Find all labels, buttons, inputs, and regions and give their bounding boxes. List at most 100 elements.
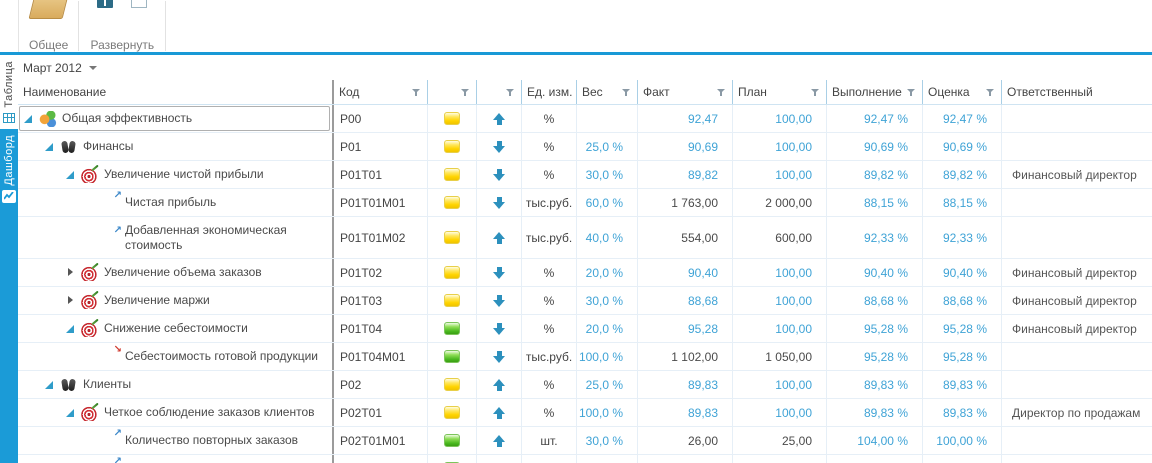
row-weight: 30,0 % [577,287,638,314]
row-plan: 100,00 [733,133,827,160]
table-row[interactable]: Клиенты P02 % 25,0 % 89,83 100,00 89,83 … [18,371,1152,399]
row-name: Увеличение маржи [104,293,210,307]
sidebar-tab-dashboard[interactable]: Дашборд [0,129,18,210]
name-cell[interactable]: Четкое соблюдение заказов клиентов [18,399,334,426]
ribbon-group-label-expand: Развернуть [90,38,155,52]
column-header-status[interactable] [428,80,477,104]
filter-icon[interactable] [460,87,471,98]
row-unit: % [522,287,577,314]
table-row[interactable]: Финансы P01 % 25,0 % 90,69 100,00 90,69 … [18,133,1152,161]
row-code: P02T01M01 [334,427,428,454]
row-unit: шт. [522,427,577,454]
row-plan: 100,00 [733,105,827,132]
trend-cell [477,371,522,398]
trend-cell [477,315,522,342]
column-header-plan[interactable]: План [733,80,827,104]
row-completion: 95,28 % [827,315,923,342]
expander-icon[interactable] [22,112,35,125]
name-cell[interactable]: Количество повторных заказов [18,427,334,454]
row-plan: 100,00 [733,259,827,286]
column-header-unit[interactable]: Ед. изм. [522,80,577,104]
name-cell[interactable]: Себестоимость готовой продукции [18,343,334,370]
column-header-completion[interactable]: Выполнение [827,80,923,104]
column-header-trend[interactable] [477,80,522,104]
row-responsible: Финансовый директор [1012,167,1137,182]
table-row[interactable]: Количество повторных заказов P02T01M01 ш… [18,427,1152,455]
row-score: 89,83 % [923,371,1002,398]
status-cell [428,371,477,398]
name-cell[interactable]: Общая эффективность [18,105,334,132]
row-score: 92,47 % [923,105,1002,132]
row-code: P01T04 [334,315,428,342]
name-cell[interactable]: Увеличение чистой прибыли [18,161,334,188]
table-row[interactable]: Добавленная экономическая стоимость P01T… [18,217,1152,259]
filter-icon[interactable] [810,87,821,98]
expander-icon[interactable] [64,168,77,181]
row-fact: 89,83 [638,399,733,426]
row-completion: 88,68 % [827,287,923,314]
sidebar-tab-table[interactable]: Таблица [0,55,18,129]
expander-icon[interactable] [64,266,77,279]
row-score: 89,83 % [923,399,1002,426]
row-score: 100,00 % [923,427,1002,454]
ribbon-group-expand: Развернуть [79,0,165,56]
column-header-fact[interactable]: Факт [638,80,733,104]
row-weight: 20,0 % [577,259,638,286]
expander-icon[interactable] [64,322,77,335]
table-row[interactable]: Четкое соблюдение заказов клиентов P02T0… [18,399,1152,427]
name-cell[interactable]: Снижение себестоимости [18,315,334,342]
row-fact: 88,68 [638,287,733,314]
row-responsible: Финансовый директор [1012,265,1137,280]
filter-icon[interactable] [716,87,727,98]
row-unit: % [522,371,577,398]
trend-arrow-icon [492,294,506,308]
name-cell[interactable]: Количество новых заказчиков [18,455,334,463]
table-row[interactable]: Количество новых заказчиков P02T01M02 шт… [18,455,1152,463]
column-header-code[interactable]: Код [334,80,428,104]
table-row[interactable]: Чистая прибыль P01T01M01 тыс.руб. 60,0 %… [18,189,1152,217]
period-dropdown[interactable]: Март 2012 [23,61,97,75]
folder-icon[interactable] [28,0,70,19]
row-plan: 100,00 [733,399,827,426]
trend-cell [477,259,522,286]
filter-icon[interactable] [505,87,516,98]
sidebar-tab-label: Таблица [3,61,15,108]
table-row[interactable]: Общая эффективность P00 % 92,47 100,00 9… [18,105,1152,133]
grid-header: Наименование Код Ед. изм. Вес Факт План … [18,80,1152,105]
status-led-icon [444,231,460,244]
row-unit: % [522,105,577,132]
tree-icon [81,264,99,281]
filter-icon[interactable] [411,87,422,98]
row-name: Количество новых заказчиков [125,461,291,463]
column-header-weight[interactable]: Вес [577,80,638,104]
row-unit: тыс.руб. [522,217,577,258]
table-row[interactable]: Себестоимость готовой продукции P01T04M0… [18,343,1152,371]
filter-icon[interactable] [985,87,996,98]
collapse-all-icon[interactable] [131,0,148,8]
column-header-label: Выполнение [832,85,902,99]
name-cell[interactable]: Добавленная экономическая стоимость [18,217,334,258]
expander-icon[interactable] [64,294,77,307]
row-responsible: Директор по продажам [1012,405,1141,420]
expand-all-icon[interactable] [97,0,114,8]
expander-icon[interactable] [64,406,77,419]
expander-icon[interactable] [43,140,56,153]
table-row[interactable]: Увеличение объема заказов P01T02 % 20,0 … [18,259,1152,287]
status-cell [428,427,477,454]
table-row[interactable]: Снижение себестоимости P01T04 % 20,0 % 9… [18,315,1152,343]
column-header-name[interactable]: Наименование [18,80,334,104]
name-cell[interactable]: Увеличение маржи [18,287,334,314]
table-row[interactable]: Увеличение чистой прибыли P01T01 % 30,0 … [18,161,1152,189]
column-header-score[interactable]: Оценка [923,80,1002,104]
expander-icon[interactable] [43,378,56,391]
table-row[interactable]: Увеличение маржи P01T03 % 30,0 % 88,68 1… [18,287,1152,315]
name-cell[interactable]: Финансы [18,133,334,160]
row-code: P02 [334,371,428,398]
filter-icon[interactable] [621,87,632,98]
status-cell [428,287,477,314]
column-header-responsible[interactable]: Ответственный [1002,80,1152,104]
name-cell[interactable]: Клиенты [18,371,334,398]
filter-icon[interactable] [906,87,917,98]
name-cell[interactable]: Увеличение объема заказов [18,259,334,286]
name-cell[interactable]: Чистая прибыль [18,189,334,216]
